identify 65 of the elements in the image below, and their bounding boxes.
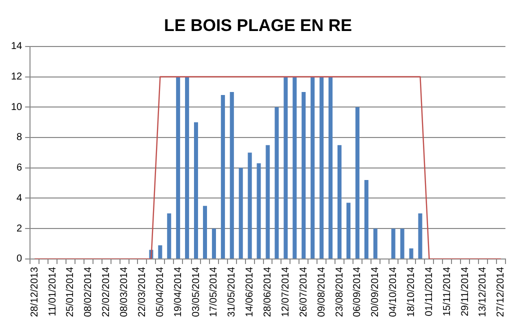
- bar: [238, 168, 243, 258]
- bar: [328, 76, 333, 258]
- x-tick-label: 11/01/2014: [47, 266, 58, 316]
- bar: [212, 228, 216, 258]
- y-tick-label: 10: [11, 102, 23, 113]
- bar: [346, 202, 350, 258]
- y-tick-label: 14: [11, 41, 23, 52]
- x-tick-label: 06/09/2014: [352, 266, 364, 318]
- bar: [266, 145, 270, 258]
- bar: [292, 76, 297, 258]
- x-tick-label: 05/04/2014: [154, 266, 166, 318]
- x-tick-label: 08/03/2014: [119, 266, 130, 318]
- y-tick-label: 12: [11, 72, 23, 83]
- x-tick-label: 26/07/2014: [298, 266, 310, 318]
- y-tick-label: 2: [16, 223, 23, 234]
- bar: [418, 213, 422, 258]
- y-tick-label: 4: [16, 192, 23, 204]
- x-tick-label: 20/09/2014: [370, 266, 382, 318]
- x-tick-label: 19/04/2014: [172, 266, 184, 318]
- x-tick-label: 08/02/2014: [83, 266, 94, 318]
- bar: [202, 206, 208, 258]
- bar: [194, 122, 198, 258]
- x-tick-label: 15/11/2014: [442, 266, 453, 316]
- bar: [256, 163, 261, 258]
- x-tick-label: 22/02/2014: [101, 266, 112, 318]
- bar: [158, 245, 162, 258]
- x-tick-label: 22/03/2014: [136, 266, 148, 318]
- x-tick-label: 12/07/2014: [280, 266, 292, 318]
- y-tick-label: 6: [16, 162, 23, 174]
- bar: [220, 94, 225, 258]
- x-tick-label: 25/01/2014: [65, 266, 76, 318]
- x-tick-label: 01/11/2014: [424, 266, 435, 316]
- bar: [310, 76, 315, 258]
- bar: [355, 107, 360, 258]
- bar: [320, 76, 324, 258]
- y-tick-label: 8: [16, 132, 23, 144]
- bar: [302, 92, 306, 258]
- bar: [176, 76, 180, 258]
- x-tick-label: 28/06/2014: [262, 266, 274, 318]
- bar: [364, 180, 368, 258]
- bar: [167, 213, 172, 258]
- bar: [391, 228, 396, 258]
- x-tick-label: 31/05/2014: [226, 266, 238, 318]
- bar: [337, 145, 342, 258]
- bar: [409, 248, 414, 258]
- x-tick-label: 13/12/2014: [478, 266, 489, 318]
- bar: [230, 92, 234, 258]
- bar: [248, 152, 252, 258]
- x-tick-label: 03/05/2014: [190, 266, 202, 318]
- y-tick-label: 0: [16, 254, 23, 265]
- x-tick-label: 09/08/2014: [316, 266, 328, 318]
- bar: [373, 228, 378, 258]
- x-tick-label: 27/12/2014: [496, 266, 507, 318]
- chart-title: LE BOIS PLAGE EN RE: [164, 16, 352, 35]
- x-tick-label: 04/10/2014: [388, 266, 400, 318]
- x-tick-label: 28/12/2013: [29, 266, 40, 318]
- x-tick-label: 17/05/2014: [208, 266, 220, 318]
- x-tick-label: 29/11/2014: [460, 266, 471, 316]
- bar: [284, 76, 288, 258]
- bar: [274, 107, 279, 258]
- x-tick-label: 14/06/2014: [244, 266, 256, 318]
- bar: [400, 228, 404, 258]
- x-tick-label: 18/10/2014: [406, 266, 417, 318]
- x-tick-label: 23/08/2014: [334, 266, 346, 318]
- bar: [185, 76, 190, 258]
